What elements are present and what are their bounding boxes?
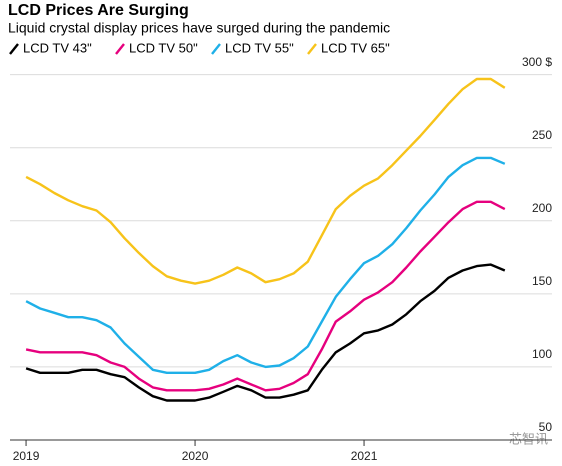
y-tick-label: 50	[539, 420, 553, 434]
y-tick-label: 100	[532, 347, 552, 361]
y-tick-label: 250	[532, 128, 552, 142]
legend-swatch	[307, 43, 317, 55]
legend: LCD TV 43" LCD TV 50" LCD TV 55" LCD TV 65"	[9, 40, 390, 55]
series-line	[25, 200, 506, 392]
legend-swatch	[115, 43, 125, 55]
y-tick-label: 200	[532, 201, 552, 215]
legend-label: LCD TV 43"	[23, 40, 92, 55]
series-line	[25, 156, 506, 374]
legend-swatch	[211, 43, 221, 55]
y-tick-label: 300 $	[522, 55, 552, 69]
series-line	[25, 263, 506, 402]
watermark: 芯智讯	[509, 431, 548, 446]
legend-label: LCD TV 65"	[321, 40, 390, 55]
series-line	[25, 77, 506, 285]
legend-label: LCD TV 55"	[225, 40, 294, 55]
chart-title: LCD Prices Are Surging	[8, 2, 189, 19]
legend-swatch	[9, 43, 19, 55]
y-tick-label: 150	[532, 274, 552, 288]
chart-subtitle: Liquid crystal display prices have surge…	[8, 20, 390, 36]
x-tick-label: 2020	[182, 449, 209, 463]
x-tick-label: 2021	[351, 449, 378, 463]
legend-label: LCD TV 50"	[129, 40, 198, 55]
x-tick-label: 2019	[13, 449, 40, 463]
